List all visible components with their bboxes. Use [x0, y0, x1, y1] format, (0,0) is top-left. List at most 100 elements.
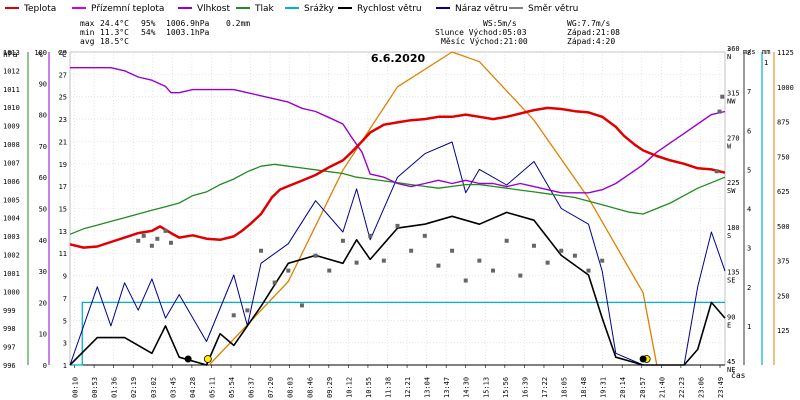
solar-tick-label: 750 [777, 153, 790, 161]
direction-tick-name: S [727, 232, 731, 240]
wind-direction-point [340, 238, 345, 243]
time-tick-label: 12:21 [404, 377, 412, 398]
hpa-tick-label: 1005 [3, 196, 20, 204]
time-tick-label: 18:48 [580, 377, 588, 398]
stat-moon: Měsíc Východ:21:00 [441, 37, 528, 46]
time-tick-label: 19:31 [600, 377, 608, 398]
wind-direction-point [436, 263, 441, 268]
time-tick-label: 18:05 [561, 377, 569, 398]
wind-direction-point [141, 233, 146, 238]
wind-tick-label: 8 [747, 49, 751, 57]
stat-ws: WS:5m/s [483, 19, 517, 28]
rain-tick-label: 1 [764, 59, 768, 67]
time-tick-label: 23:49 [717, 377, 725, 398]
hpa-tick-label: 1008 [3, 141, 20, 149]
wind-direction-point [491, 268, 496, 273]
solar-tick-label: 1000 [777, 84, 794, 92]
time-tick-label: 06:37 [248, 377, 256, 398]
direction-unit: ° [727, 47, 732, 56]
stat-wg: WG:7.7m/s [567, 19, 611, 28]
wind-tick-label: 6 [747, 127, 751, 135]
hpa-tick-label: 1010 [3, 104, 20, 112]
stat-pressure: 1006.9hPa [166, 19, 210, 28]
time-tick-label: 22:23 [678, 377, 686, 398]
wind-direction-point [600, 258, 605, 263]
stat-temp: 18.5°C [100, 37, 129, 46]
solar-tick-label: 125 [777, 327, 790, 335]
hpa-tick-label: 1000 [3, 288, 20, 296]
temp-tick-label: 7 [63, 295, 67, 303]
humidity-tick-label: 50 [39, 206, 47, 214]
stat-pressure: 1003.1hPa [166, 28, 210, 37]
hpa-tick-label: 1012 [3, 67, 20, 75]
direction-tick-name: N [727, 53, 731, 61]
time-tick-label: 05:11 [208, 377, 216, 398]
humidity-tick-label: 20 [39, 299, 47, 307]
humidity-tick-label: 60 [39, 174, 47, 182]
solar-line [208, 51, 658, 366]
solar-tick-label: 625 [777, 188, 790, 196]
legend: Teplota Přízemní teplota Vlhkost Tlak Srážky… [5, 4, 578, 14]
stat-sun: Slunce Východ:05:03 [435, 28, 527, 37]
wind-tick-label: 7 [747, 88, 751, 96]
hpa-tick-label: 1009 [3, 123, 20, 131]
stat-rain: 0.2mm [226, 19, 250, 28]
legend-label: Směr větru [528, 4, 578, 14]
time-tick-label: 00:53 [91, 377, 99, 398]
wind-direction-point [518, 273, 523, 278]
wind-direction-point [450, 248, 455, 253]
humidity-tick-label: 90 [39, 80, 47, 88]
humidity-tick-label: 30 [39, 268, 47, 276]
wind-direction-point [720, 94, 725, 99]
time-tick-label: 11:38 [384, 377, 392, 398]
wind-tick-label: 4 [747, 206, 751, 214]
wind-direction-point [504, 238, 509, 243]
temperature-line [69, 106, 726, 249]
hpa-tick-label: 998 [3, 325, 16, 333]
temp-tick-label: 17 [59, 183, 67, 191]
temp-tick-label: 23 [59, 116, 67, 124]
direction-tick-degrees: 225 [727, 179, 740, 187]
solar-tick-label: 500 [777, 223, 790, 231]
temp-tick-label: 25 [59, 94, 67, 102]
stat-label: avg [80, 37, 95, 46]
wind-tick-label: 2 [747, 284, 751, 292]
hpa-tick-label: 996 [3, 362, 16, 370]
wind-direction-point [714, 169, 719, 174]
legend-label: Srážky [304, 4, 335, 14]
temp-tick-label: 19 [59, 161, 67, 169]
direction-tick-name: NW [727, 98, 736, 106]
hpa-unit: hPa [3, 50, 18, 59]
wind-direction-point [477, 258, 482, 263]
time-tick-label: 16:39 [521, 377, 529, 398]
solar-tick-label: 1125 [777, 49, 794, 57]
hpa-tick-label: 1007 [3, 159, 20, 167]
direction-tick-degrees: 90 [727, 313, 735, 321]
stat-label: max [80, 19, 95, 28]
temp-tick-label: 1 [63, 362, 67, 370]
direction-tick-name: NE [727, 366, 735, 374]
direction-tick-degrees: 315 [727, 90, 740, 98]
stat-temp: 11.3°C [100, 28, 129, 37]
humidity-tick-label: 70 [39, 143, 47, 151]
chart-title: 6.6.2020 [371, 52, 426, 65]
wind-direction-point [586, 268, 591, 273]
temp-tick-label: 27 [59, 71, 67, 79]
wind-direction-point [559, 248, 564, 253]
sunrise-marker [203, 355, 212, 363]
direction-tick-degrees: 45 [727, 358, 735, 366]
time-tick-label: 17:22 [541, 377, 549, 398]
direction-tick-name: SW [727, 187, 736, 195]
solar-tick-label: 250 [777, 292, 790, 300]
direction-tick-degrees: 135 [727, 269, 740, 277]
wind-direction-point [422, 233, 427, 238]
hpa-tick-label: 1004 [3, 215, 20, 223]
humidity-tick-label: 40 [39, 237, 47, 245]
wind-direction-point [149, 243, 154, 248]
temp-tick-label: 11 [59, 250, 67, 258]
time-tick-label: 07:20 [267, 377, 275, 398]
time-tick-label: 13:04 [424, 377, 432, 398]
wind-direction-point [245, 308, 250, 313]
time-tick-label: 08:03 [287, 377, 295, 398]
wind-speed-line [69, 211, 726, 366]
